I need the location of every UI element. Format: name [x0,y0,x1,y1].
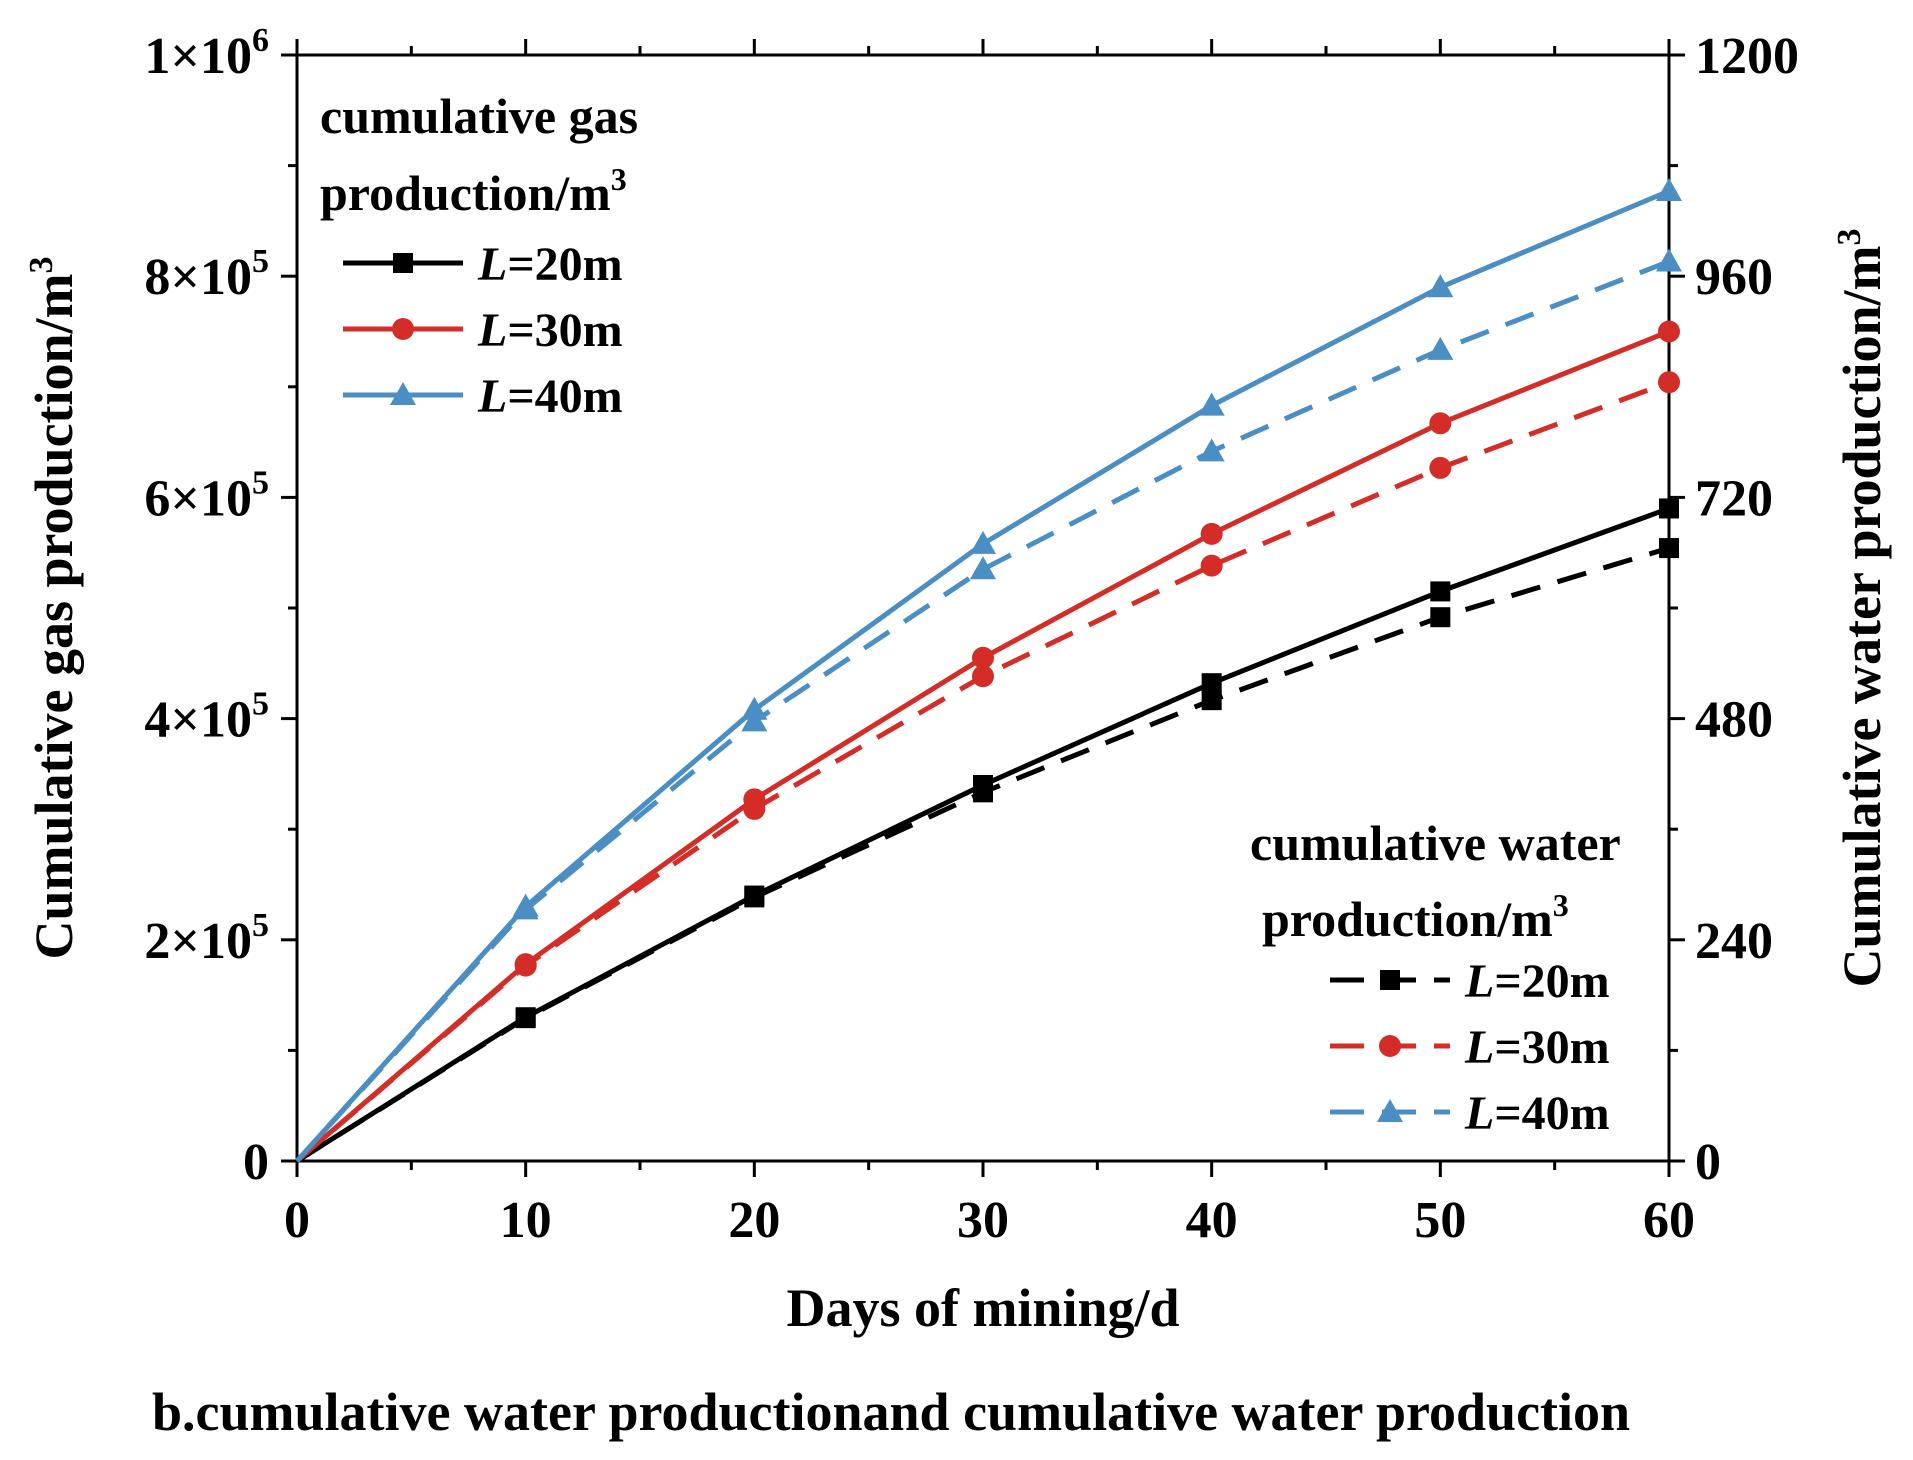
ticks-layer: 0 10 20 30 40 50 6002×1054×1056×1058×1051×1060… [144,22,1799,1249]
gas-legend-marker [392,318,414,340]
water-series-30m-point [1429,456,1452,479]
x-tick-label: 60 [1643,1192,1695,1249]
y-left-tick-label: 8×105 [144,243,269,306]
water-legend-label: L=40m [1464,1087,1610,1140]
y-right-tick-label: 480 [1695,692,1773,749]
legend-water: cumulative water production/m3 L=20m L=30… [1250,815,1621,1140]
legend-gas-title-line2: production/m3 [320,161,627,221]
gas-legend-marker [390,382,416,405]
y-left-tick-label: 0 [243,1134,269,1191]
y-right-tick-label: 720 [1695,470,1773,527]
gas-legend-label: L=40m [477,370,623,423]
water-series-40m-point [970,556,996,580]
y-left-tick-label: 1×106 [144,22,269,85]
y-right-tick-label: 240 [1695,913,1773,970]
x-tick-label: 0 [284,1192,310,1249]
gas-series-40m-point [512,893,539,917]
water-series-20m-point [1201,690,1222,711]
water-series-40m-point [1198,438,1225,462]
water-series-40m-point [1656,248,1682,272]
y-right-tick-label: 1200 [1695,28,1799,85]
water-legend-marker [1380,970,1400,990]
gas-series-40m-point [970,530,996,554]
gas-legend-label: L=20m [477,238,623,291]
x-tick-label: 10 [500,1192,552,1249]
legend-water-entries: L=20m L=30m L=40m [1330,955,1610,1140]
series-layer [295,178,1682,1164]
water-series-40m-point [1427,336,1454,360]
water-series-40m-point [741,708,768,732]
gas-series-30m-point [1429,412,1452,435]
legend-gas-entries: L=20m L=30m L=40m [343,238,623,423]
gas-series-20m-point [1201,673,1222,694]
gas-series-40m-point [1198,392,1225,416]
gas-series-20m-point [1430,581,1451,602]
y-left-tick-label: 6×105 [144,464,269,527]
legend-water-title-line1: cumulative water [1250,815,1621,871]
water-series-30m-point [1658,371,1680,394]
gas-series-30m-point [1200,522,1223,545]
water-legend-marker [1379,1035,1401,1057]
water-series-20m-point [1659,538,1679,559]
gas-series-40m-point [1656,178,1682,202]
water-series-30m-point [972,665,994,688]
x-tick-label: 40 [1186,1192,1238,1249]
water-legend-label: L=20m [1464,955,1610,1008]
x-tick-label: 20 [728,1192,780,1249]
gas-series-30m-point [1658,320,1680,343]
legend-water-title-line2: production/m3 [1262,887,1569,947]
water-series-20m-point [1430,607,1451,628]
y-right-tick-label: 960 [1695,249,1773,306]
water-legend-marker [1377,1099,1403,1122]
y-left-tick-label: 4×105 [144,686,269,749]
legend-gas-title-line1: cumulative gas [320,88,638,144]
gas-series-40m-point [1427,274,1454,298]
gas-series-30m-point [972,646,994,669]
water-legend-label: L=30m [1464,1021,1610,1074]
x-tick-label: 30 [957,1192,1009,1249]
gas-legend-marker [393,253,413,273]
y-right-tick-label: 0 [1695,1134,1721,1191]
gas-series-20m-point [515,1007,536,1028]
water-series-30m-point [1200,554,1223,577]
y-left-tick-label: 2×105 [144,907,269,970]
gas-legend-label: L=30m [477,304,623,357]
x-axis-title: Days of mining/d [786,1278,1179,1338]
gas-series-20m-point [744,885,765,906]
y-axis-left-title: Cumulative gas production/m3 [23,256,84,959]
gas-series-30m-line [295,329,1670,1163]
gas-series-20m-point [1659,498,1679,519]
y-axis-right-title: Cumulative water production/m3 [1831,229,1892,988]
water-series-30m-line [295,379,1670,1163]
gas-series-20m-point [973,774,993,795]
x-tick-label: 50 [1414,1192,1466,1249]
gas-series-30m-point [514,953,537,976]
legend-gas: cumulative gas production/m3 L=20mL=30mL… [320,88,638,423]
figure-caption: b.cumulative water productionand cumulat… [152,1382,1630,1442]
gas-series-30m-point [743,788,766,811]
gas-series-40m-point [741,696,768,720]
